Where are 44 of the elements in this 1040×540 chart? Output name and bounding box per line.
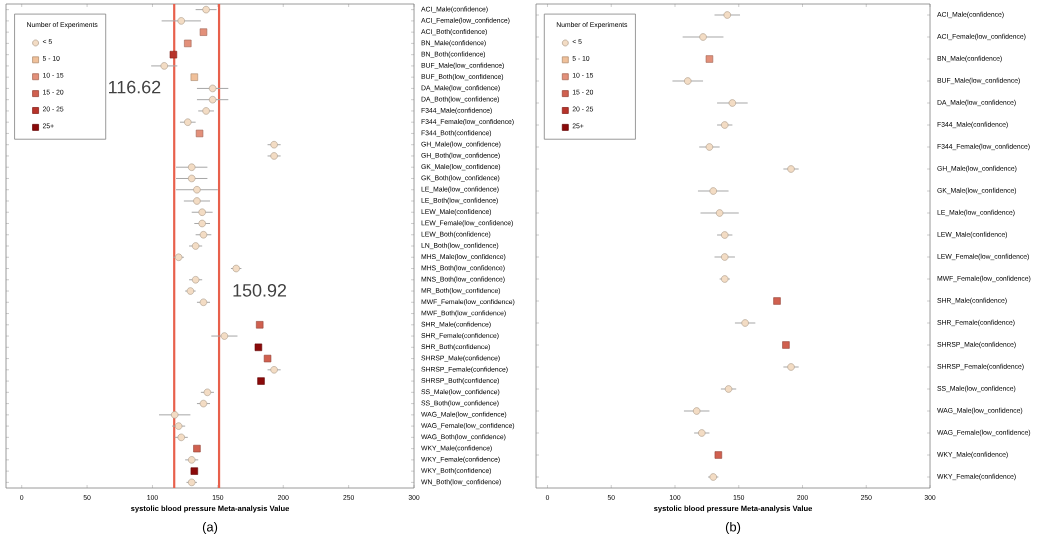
- point: [184, 118, 192, 126]
- point: [709, 187, 717, 195]
- point: [715, 209, 724, 217]
- point: [190, 467, 199, 475]
- point: [257, 377, 265, 385]
- ref-line-label: 116.62: [109, 80, 161, 94]
- point: [741, 319, 749, 327]
- point: [723, 11, 731, 19]
- point: [684, 77, 692, 85]
- point: [195, 129, 204, 138]
- point: [782, 341, 790, 349]
- point: [193, 444, 201, 453]
- point: [188, 174, 196, 183]
- point: [220, 332, 229, 340]
- point: [721, 253, 729, 261]
- point: [714, 451, 723, 459]
- point: [202, 5, 210, 14]
- point: [254, 343, 263, 352]
- point: [199, 28, 208, 36]
- point: [169, 50, 178, 59]
- point: [728, 99, 737, 107]
- point: [208, 84, 217, 93]
- point: [177, 17, 185, 25]
- point: [202, 107, 210, 115]
- point: [160, 62, 168, 70]
- point: [193, 186, 201, 194]
- point: [705, 55, 714, 63]
- point: [184, 39, 192, 48]
- point: [773, 297, 781, 305]
- point: [692, 407, 701, 415]
- point: [188, 163, 196, 171]
- point: [256, 321, 264, 329]
- point: [198, 208, 206, 216]
- point: [787, 363, 795, 371]
- point: [190, 73, 199, 81]
- point: [208, 95, 217, 104]
- point: [705, 143, 714, 151]
- point: [787, 165, 795, 173]
- point: [171, 411, 179, 419]
- point: [193, 197, 201, 205]
- point: [198, 219, 206, 228]
- ref-line-label: 150.92: [233, 283, 287, 297]
- point: [263, 354, 272, 363]
- point: [699, 33, 707, 41]
